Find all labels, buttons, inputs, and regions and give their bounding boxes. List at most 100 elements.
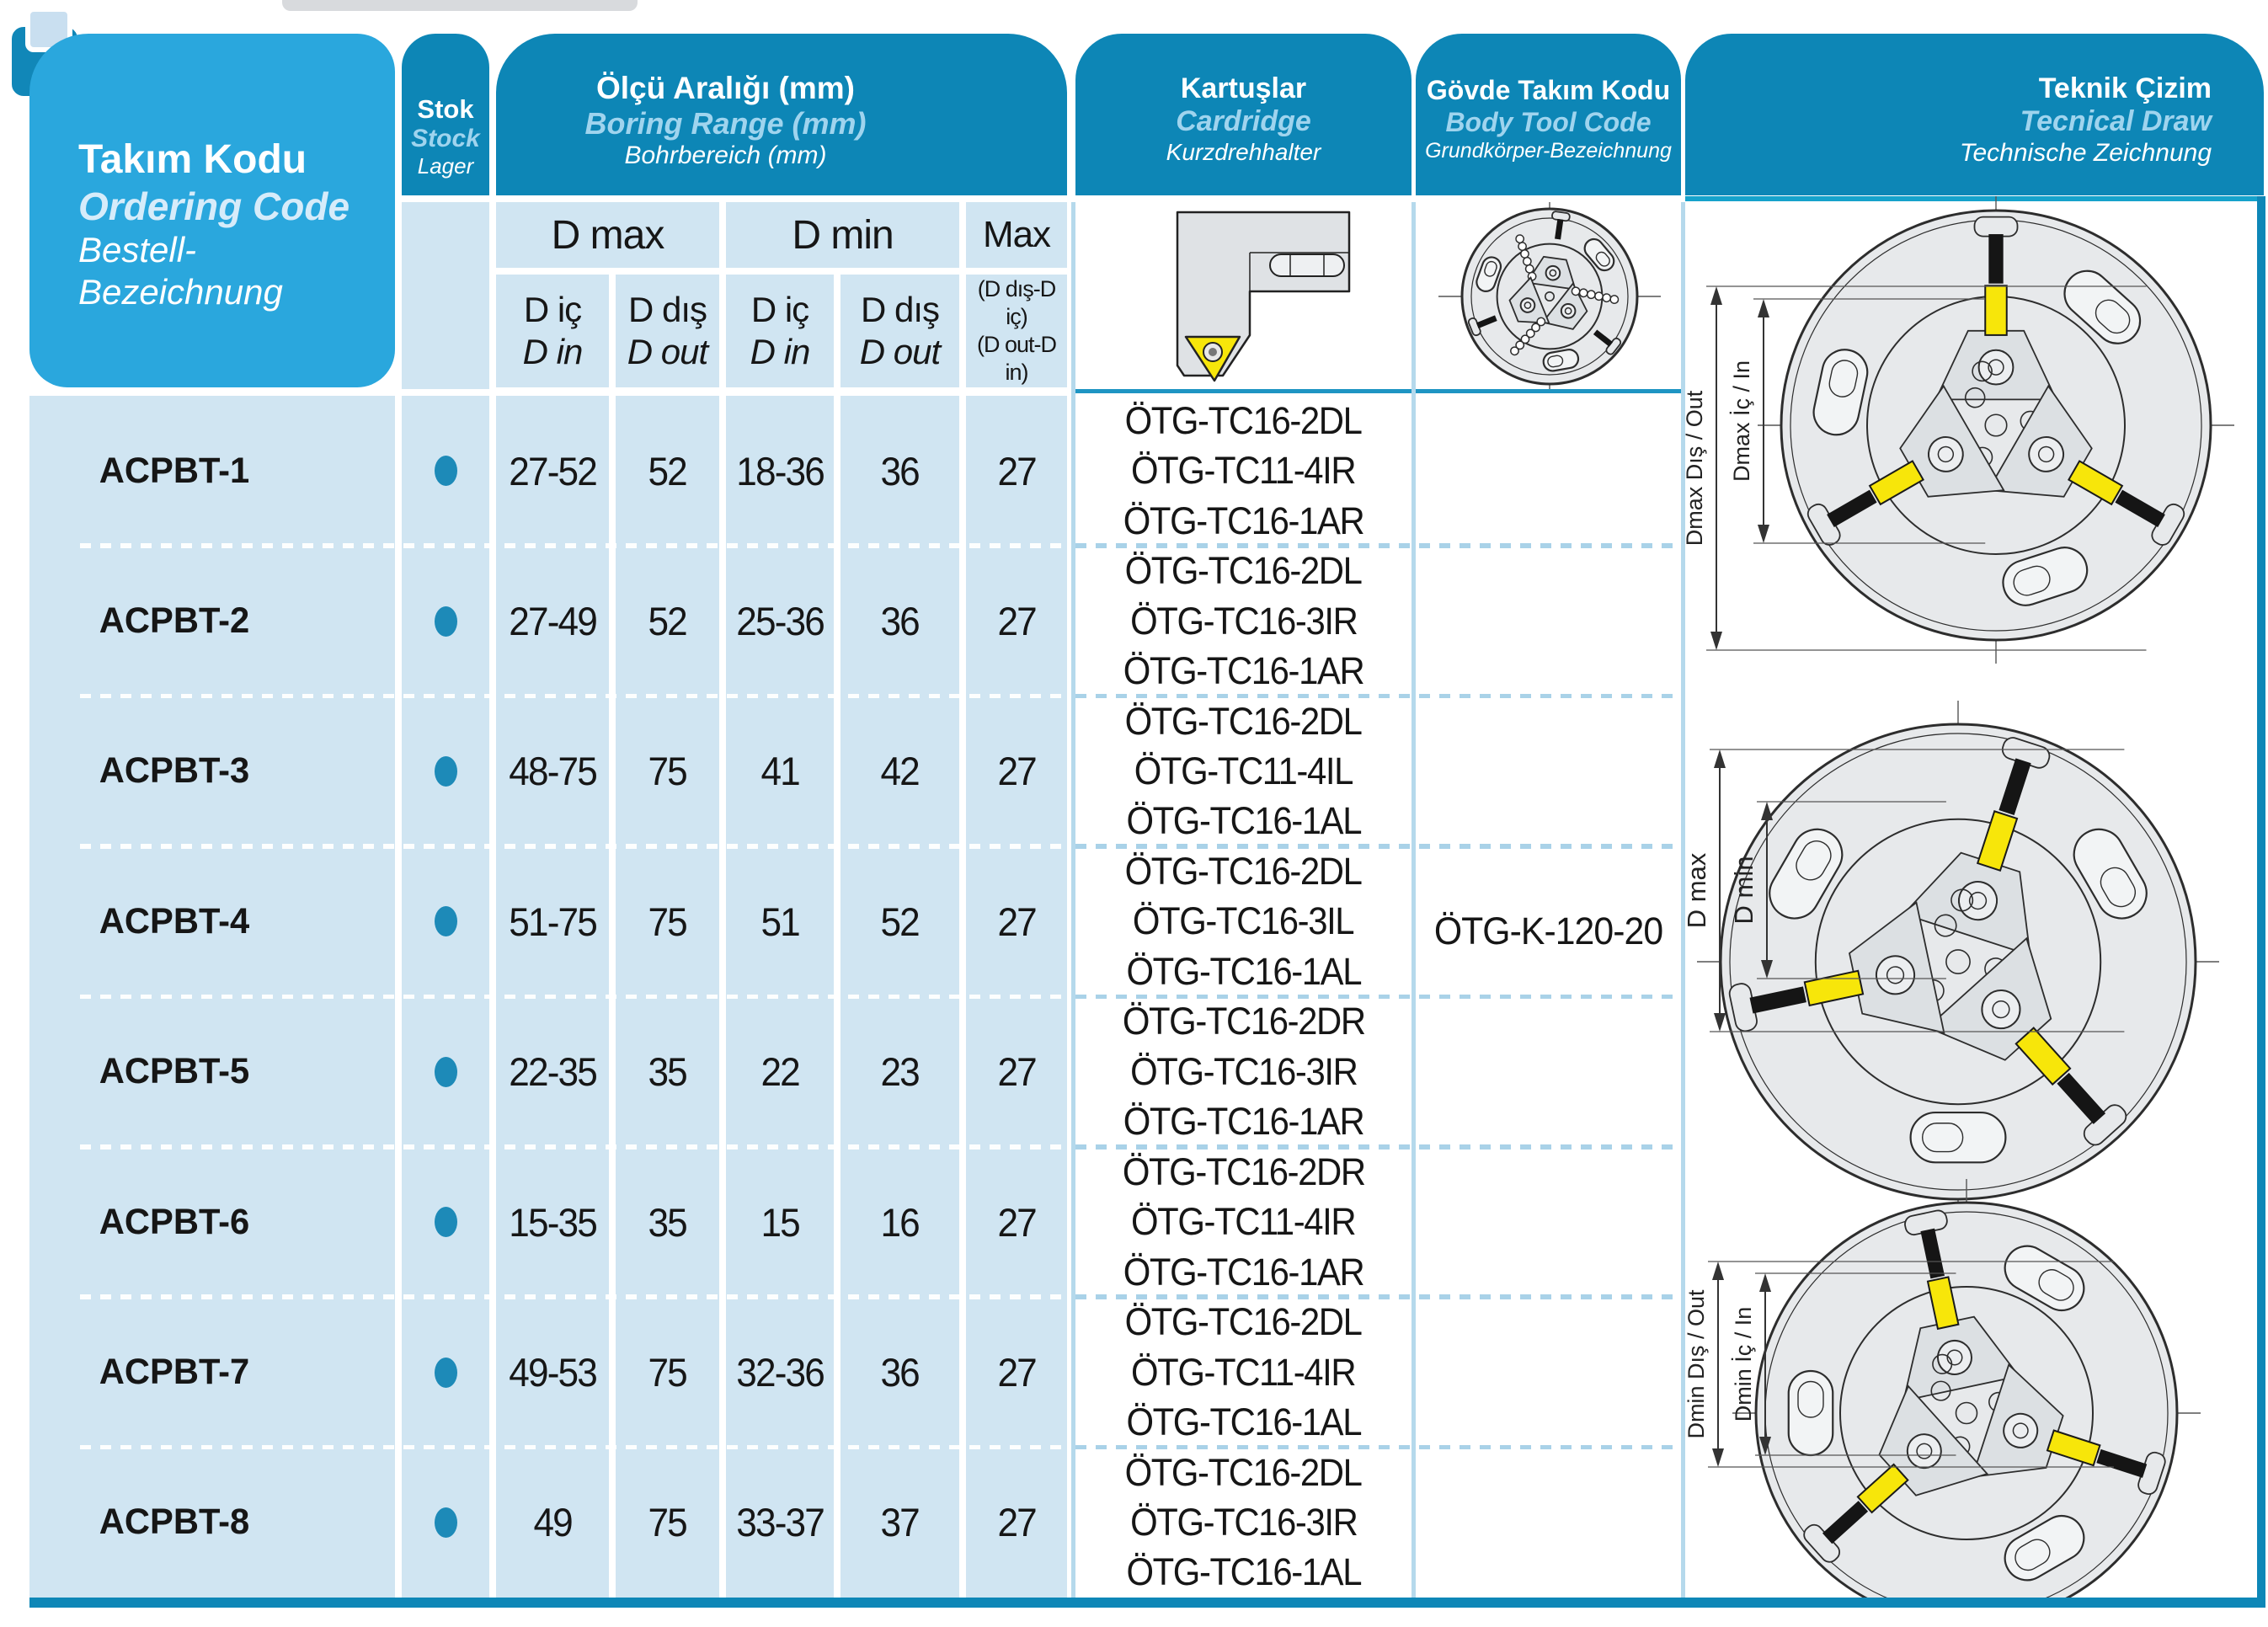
ordering-code-cell: ACPBT-2 (29, 546, 395, 696)
value: 27 (997, 599, 1037, 644)
row-separator (1075, 1294, 1681, 1299)
frame-border-bottom (29, 1598, 2265, 1608)
value: 48-75 (509, 749, 597, 794)
value-cell: 36 (840, 1297, 959, 1447)
value: 32-36 (736, 1350, 824, 1395)
value: 36 (880, 599, 921, 644)
row-separator (80, 693, 1067, 699)
technical-drawings: Dmax Dış / Out Dmax İç / In D max D min Dmin… (1685, 196, 2234, 1607)
value-cell: 32-36 (726, 1297, 834, 1447)
column-header-dmin-out: D dış D out (840, 275, 959, 387)
value: 52 (648, 448, 688, 493)
cartridge-code: ÖTG-TC16-3IL (1133, 899, 1355, 943)
value: 18-36 (736, 448, 824, 493)
value: 16 (880, 1199, 921, 1245)
label-max-formula-en: (D out-D in) (976, 332, 1057, 385)
value-cell: 16 (840, 1147, 959, 1297)
value: 51 (760, 899, 800, 944)
cartridge-code: ÖTG-TC16-3IR (1129, 1049, 1358, 1093)
label-d-dis: D dış (627, 290, 707, 329)
stock-subheader-cell (402, 202, 489, 389)
row-separator (80, 994, 1067, 1000)
value-cell: 27 (966, 846, 1067, 996)
value: 27 (997, 448, 1037, 493)
cartridge-cell: ÖTG-TC16-2DL ÖTG-TC11-4IR ÖTG-TC16-1AL (1075, 1297, 1411, 1447)
value: 42 (880, 749, 921, 794)
value: 27 (997, 1350, 1037, 1395)
body-tool-code-header: Gövde Takım Kodu Body Tool Code Grundkör… (1416, 34, 1681, 195)
table-row: ACPBT-6 15-35 35 15 16 27 ÖTG-TC16-2DR ÖTG-TC11… (0, 1147, 2268, 1297)
value: 27 (997, 749, 1037, 794)
value: 36 (880, 1350, 921, 1395)
cartridge-code: ÖTG-TC11-4IR (1131, 449, 1357, 493)
value: 52 (880, 899, 921, 944)
cartridge-code: ÖTG-TC16-1AR (1123, 499, 1365, 542)
stock-dot-icon (434, 1207, 457, 1238)
cartridge-cell: ÖTG-TC16-2DR ÖTG-TC11-4IR ÖTG-TC16-1AR (1075, 1147, 1411, 1297)
body-tool-code-title-en: Body Tool Code (1445, 107, 1652, 137)
ordering-code-cell: ACPBT-3 (29, 696, 395, 846)
value: 49-53 (509, 1350, 597, 1395)
divider (1685, 196, 2264, 201)
row-separator (80, 1144, 1067, 1150)
dimension-label: Dmin İç / In (1730, 1307, 1756, 1422)
value-cell: 75 (616, 1297, 719, 1447)
stock-title-en: Stock (411, 125, 480, 152)
stock-cell (402, 997, 489, 1147)
stock-cell (402, 696, 489, 846)
value-cell: 15 (726, 1147, 834, 1297)
cartridge-code: ÖTG-TC16-2DR (1122, 1000, 1366, 1043)
cartridge-header: Kartuşlar Cardridge Kurzdrehhalter (1075, 34, 1411, 195)
value: 52 (648, 599, 688, 644)
value: 27 (997, 1049, 1037, 1095)
value-cell: 75 (616, 846, 719, 996)
stock-cell (402, 1147, 489, 1297)
value-cell: 52 (616, 396, 719, 546)
cartridge-cell: ÖTG-TC16-2DL ÖTG-TC16-3IR ÖTG-TC16-1AL (1075, 1448, 1411, 1598)
stock-title-tr: Stok (417, 94, 474, 124)
row-separator (1075, 543, 1681, 548)
cartridge-cell: ÖTG-TC16-2DL ÖTG-TC11-4IR ÖTG-TC16-1AR (1075, 396, 1411, 546)
value-cell: 27 (966, 696, 1067, 846)
value-cell: 51 (726, 846, 834, 996)
value-cell: 27-49 (496, 546, 609, 696)
row-separator (1075, 693, 1681, 699)
ordering-code-cell: ACPBT-5 (29, 997, 395, 1147)
value-cell: 36 (840, 546, 959, 696)
divider (1071, 202, 1075, 1598)
divider (1681, 202, 1685, 1598)
ordering-code: ACPBT-1 (99, 450, 250, 491)
row-separator (1075, 1444, 1681, 1450)
technical-drawing-title-tr: Teknik Çizim (2038, 72, 2212, 104)
divider (1416, 389, 1681, 393)
column-header-dmax-in: D iç D in (496, 275, 609, 387)
value-cell: 15-35 (496, 1147, 609, 1297)
stock-dot-icon (434, 1507, 457, 1538)
cartridge-code: ÖTG-TC16-1AR (1123, 648, 1365, 692)
cartridge-code: ÖTG-TC16-1AL (1126, 1550, 1362, 1594)
ordering-code-cell: ACPBT-1 (29, 396, 395, 546)
divider (1411, 202, 1416, 1598)
stock-dot-icon (434, 755, 457, 787)
cartridge-code: ÖTG-TC16-3IR (1129, 1500, 1358, 1544)
cartridge-title-tr: Kartuşlar (1180, 72, 1307, 104)
top-tab-decoration (282, 0, 638, 11)
cartridge-code: ÖTG-TC16-3IR (1129, 599, 1358, 643)
value-cell: 49 (496, 1448, 609, 1598)
row-separator (80, 1294, 1067, 1299)
cartridge-code: ÖTG-TC16-1AR (1123, 1250, 1365, 1294)
column-header-dmin-in: D iç D in (726, 275, 834, 387)
value-cell: 27-52 (496, 396, 609, 546)
value: 27 (997, 1199, 1037, 1245)
value-cell: 75 (616, 1448, 719, 1598)
table-row: ACPBT-7 49-53 75 32-36 36 27 ÖTG-TC16-2DL ÖTG-T… (0, 1297, 2268, 1447)
ordering-code-title-tr: Takım Kodu (78, 137, 307, 182)
value: 37 (880, 1500, 921, 1545)
cartridge-code: ÖTG-TC16-2DL (1125, 699, 1363, 743)
value: 15-35 (509, 1199, 597, 1245)
dimension-label: Dmax Dış / Out (1685, 390, 1707, 546)
technical-drawing-title-en: Tecnical Draw (2020, 105, 2212, 137)
table-row: ACPBT-3 48-75 75 41 42 27 ÖTG-TC16-2DL ÖTG-TC11… (0, 696, 2268, 846)
cartridge-title-de: Kurzdrehhalter (1166, 139, 1321, 165)
value-cell: 49-53 (496, 1297, 609, 1447)
